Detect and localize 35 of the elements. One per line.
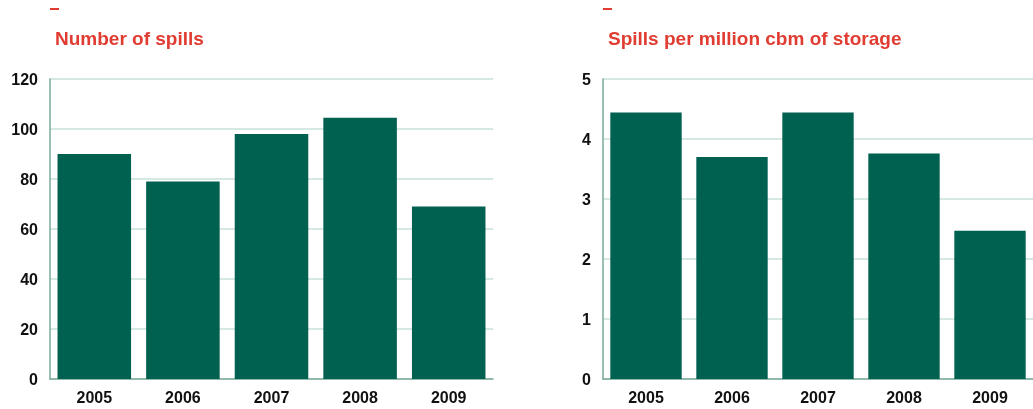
bar — [610, 112, 682, 379]
y-tick-label: 20 — [20, 320, 39, 338]
bar — [954, 230, 1026, 379]
x-tick-label: 2006 — [714, 388, 750, 406]
x-tick-label: 2008 — [342, 388, 378, 406]
bar — [411, 206, 486, 379]
y-tick-label: 80 — [20, 170, 39, 188]
x-tick-label: 2006 — [165, 388, 201, 406]
bar — [57, 154, 132, 379]
chart-title: Spills per million cbm of storage — [608, 28, 902, 49]
x-tick-label: 2007 — [253, 388, 290, 406]
x-tick-label: 2008 — [886, 388, 922, 406]
y-tick-label: 3 — [582, 190, 592, 208]
x-tick-label: 2005 — [76, 388, 113, 406]
x-tick-label: 2009 — [430, 388, 467, 406]
y-tick-label: 4 — [582, 130, 592, 148]
x-tick-label: 2005 — [628, 388, 664, 406]
y-tick-label: 100 — [11, 120, 39, 138]
y-tick-label: 120 — [11, 70, 39, 88]
bar — [782, 112, 854, 379]
bar — [234, 134, 309, 379]
y-tick-label: 2 — [582, 250, 592, 268]
y-tick-label: 60 — [20, 220, 39, 238]
y-tick-label: 1 — [582, 310, 592, 328]
bar — [323, 117, 397, 379]
chart-title: Number of spills — [55, 28, 204, 49]
x-tick-label: 2009 — [972, 388, 1008, 406]
y-tick-label: 5 — [582, 70, 592, 88]
bar — [696, 157, 768, 379]
y-tick-label: 40 — [20, 270, 39, 288]
x-tick-label: 2007 — [800, 388, 836, 406]
y-tick-label: 0 — [29, 370, 39, 388]
y-tick-label: 0 — [582, 370, 592, 388]
bar — [868, 153, 940, 379]
bar — [146, 181, 220, 379]
